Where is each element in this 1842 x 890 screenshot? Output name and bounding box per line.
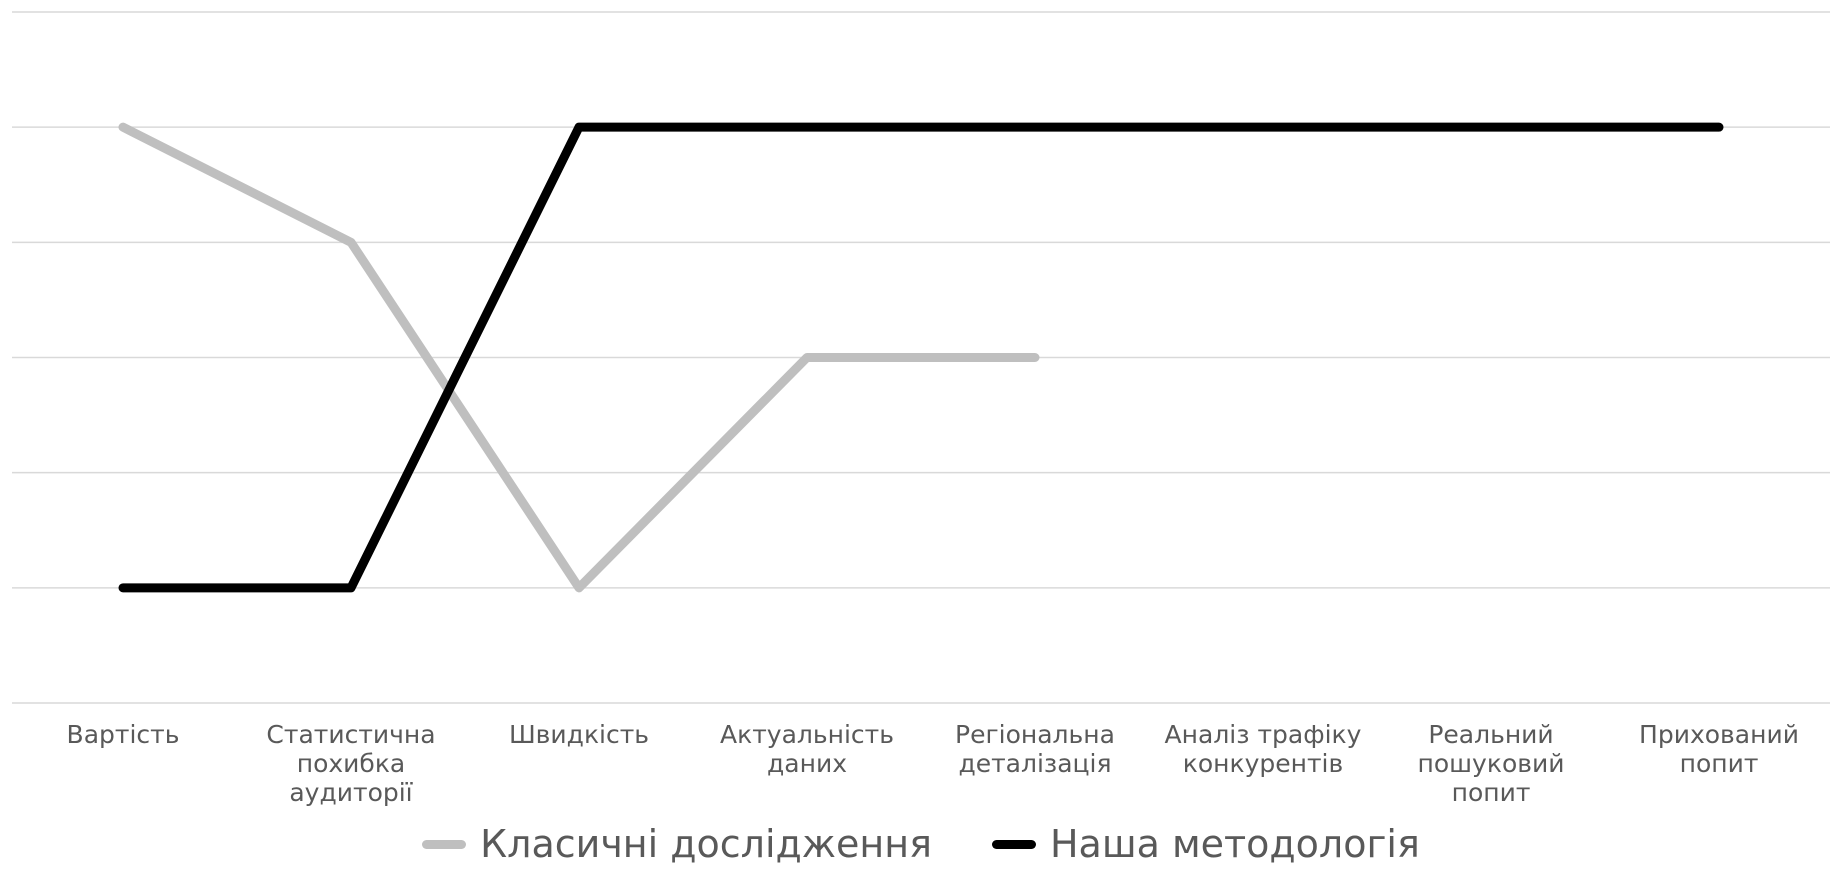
- x-tick-label: Статистична похибка аудиторії: [266, 720, 436, 807]
- x-tick-label: Вартість: [66, 720, 180, 749]
- legend-label: Наша методологія: [1049, 822, 1420, 866]
- chart: [12, 11, 1830, 704]
- legend-item: Класичні дослідження: [422, 822, 932, 866]
- x-tick-label: Регіональна деталізація: [955, 720, 1115, 778]
- legend: Класичні дослідження Наша методологія: [0, 822, 1842, 866]
- x-tick-label: Актуальність даних: [720, 720, 894, 778]
- legend-label: Класичні дослідження: [480, 822, 932, 866]
- legend-item: Наша методологія: [991, 822, 1420, 866]
- legend-swatch: [991, 839, 1036, 849]
- x-tick-label: Реальний пошуковий попит: [1417, 720, 1565, 807]
- legend-swatch: [422, 839, 467, 849]
- x-tick-label: Аналіз трафіку конкурентів: [1164, 720, 1362, 778]
- x-tick-label: Прихований попит: [1639, 720, 1799, 778]
- x-tick-label: Швидкість: [508, 720, 650, 749]
- series-line: [118, 122, 1724, 593]
- series-line: [118, 122, 1040, 593]
